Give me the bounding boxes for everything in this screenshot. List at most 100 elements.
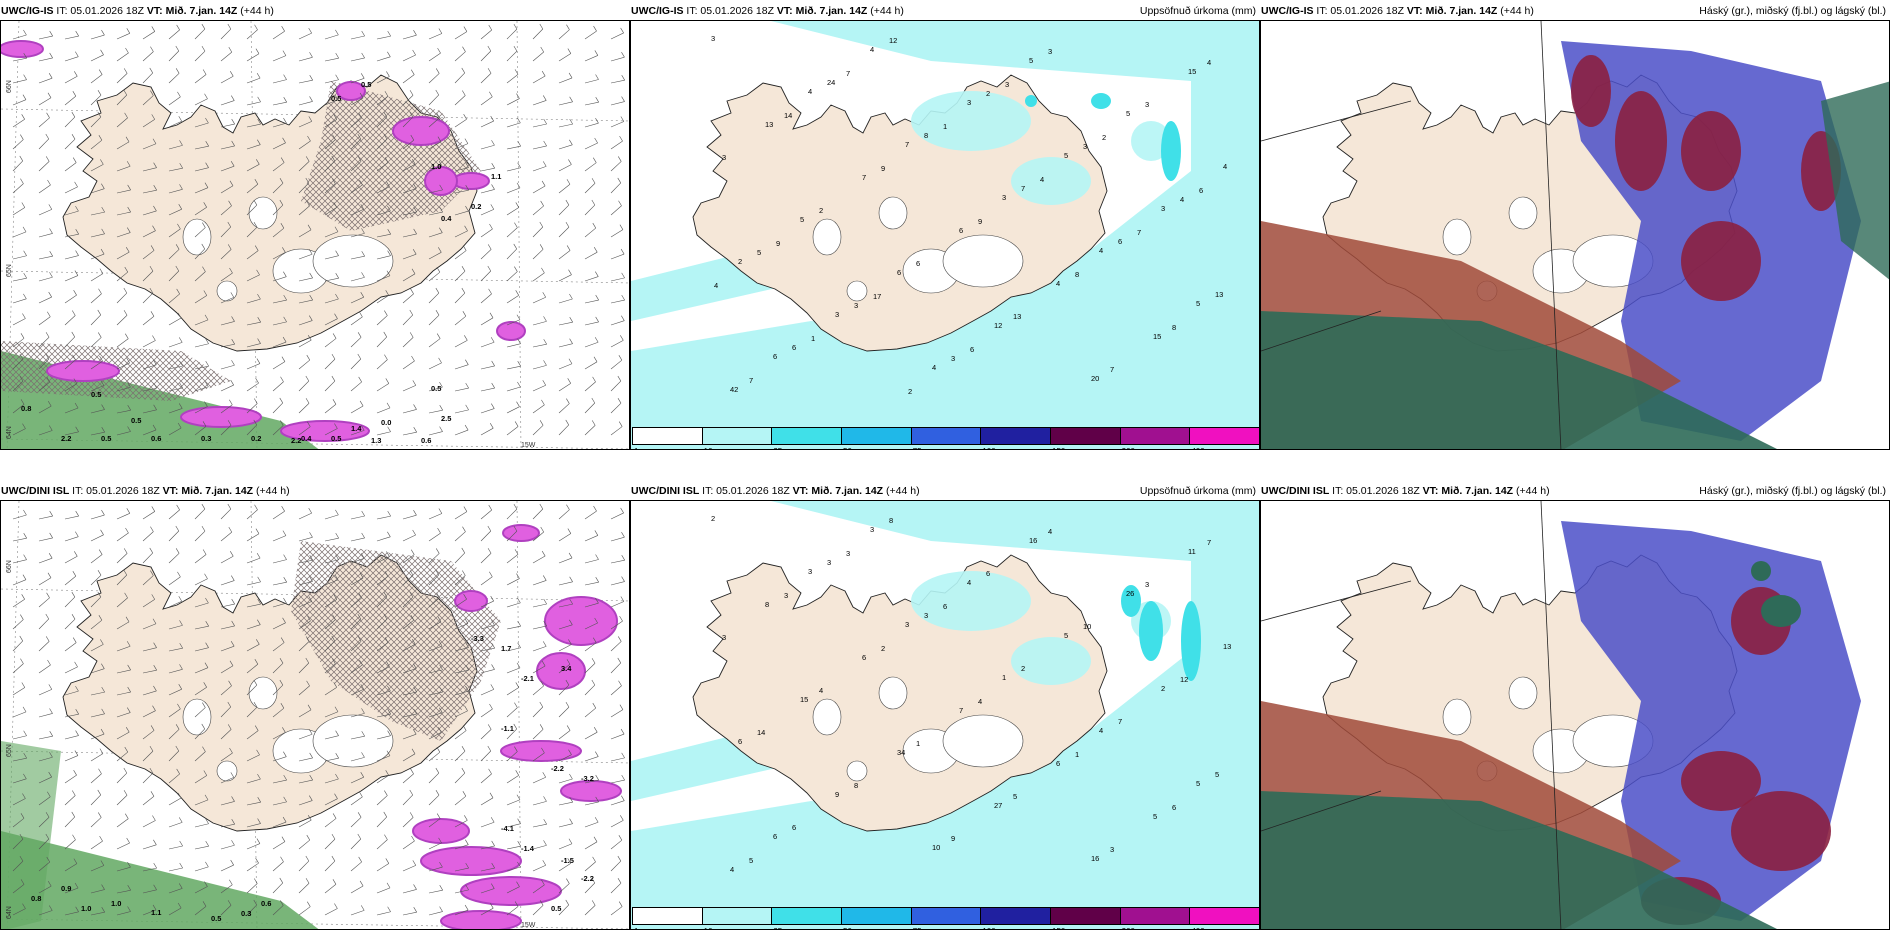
precip-value: 1 [1075,750,1079,759]
wind-barb [194,799,209,806]
map-precip[interactable]: 2 3 3 1 4 5 6 3 4 5 2 6 9 10 16 26 13 15 34 27 16 11 8 6 7 6 5 4 3 3 2… [630,500,1260,930]
wind-barb [194,122,209,128]
wind-barb [168,145,183,150]
wind-barb [376,359,388,370]
wind-barb [402,95,414,106]
wind-barb [90,409,105,414]
wind-barb [38,255,53,260]
wind-barb [64,816,75,828]
wind-barb [64,911,79,916]
precip-value: 3 [1161,204,1165,213]
precip-colorbar: 1 10 25 50 75 100 150 200 400 [632,907,1259,929]
map-wind-snow[interactable]: -3.3 1.7 -2.1 3.4 -1.1 -2.2 -3.2 -4.1 -1.4 -1.5 -2… [0,500,630,930]
wind-barb [220,905,232,916]
wind-barb [246,101,261,106]
wind-barb [194,554,207,564]
wind-barb [454,292,466,304]
wind-barb [610,733,625,740]
wind-barb [558,144,573,150]
wind-barb [272,684,284,696]
wind-barb [194,207,207,216]
wind-barb [90,314,101,326]
wind-barb [558,624,573,630]
wind-barb [298,56,313,62]
map-cloud[interactable] [1260,500,1890,930]
wind-barb [584,183,596,194]
wind-barb [298,121,312,128]
wind-barb [246,754,260,762]
snow-depth-label: -1.5 [561,856,574,865]
wind-barb [350,688,364,696]
wind-barb [142,167,157,172]
wind-barb [480,120,494,128]
colorbar-tick: 1 [634,927,638,929]
panel-subtitle: Háský (gr.), miðský (fj.bl.) og lágský (… [1699,5,1886,17]
wind-barb [194,906,207,916]
wind-barb [90,211,105,216]
map-cloud[interactable] [1260,20,1890,450]
panel-title: UWC/DINI ISL IT: 05.01.2026 18Z VT: Mið.… [631,485,920,497]
snow-area [500,740,582,762]
wind-barb [298,299,313,304]
wind-barb [64,887,79,894]
low-cloud-area [1261,791,1777,929]
wind-barb [376,713,391,718]
wind-barb [38,664,51,674]
snow-area [424,166,458,196]
wind-barb [116,532,129,542]
wind-barb [298,733,313,740]
wind-barb [558,509,570,520]
wind-barb [246,144,261,150]
wind-barb [246,226,258,238]
wind-barb [558,883,570,894]
wind-barb [64,294,77,304]
wind-barb [298,79,313,84]
wind-barb [194,167,209,172]
wind-barb [480,821,495,828]
wind-barb [38,97,52,106]
wind-barb [272,252,286,260]
precip-value: 13 [1013,312,1021,321]
wind-barb [272,30,285,40]
wind-barb [324,735,339,740]
wind-barb [64,359,76,370]
wind-barb [220,100,235,106]
glacier-area [312,714,394,768]
colorbar-cell [841,907,912,925]
map-precip[interactable]: 3 4 7 3 4 5 6 4 3 5 3 2 3 4 5 5 4 5 6 12 20 15 13 7 6 4 15 42 24 8 7 6 1… [630,20,1260,450]
wind-barb [38,276,53,282]
wind-barb [428,33,442,40]
wind-barb [142,143,157,150]
wind-barb [220,864,234,872]
wind-barb [168,907,182,916]
precip-value: 5 [757,248,761,257]
longitude-label: 15W [521,442,536,449]
wind-barb [12,818,25,828]
wind-barb [402,514,417,520]
wind-barb [558,557,573,564]
wind-barb [584,535,598,542]
wind-barb [142,796,155,806]
wind-barb [220,51,232,62]
wind-barb [298,426,311,436]
wind-barb [12,183,24,194]
wind-barb [454,364,469,370]
wind-barb [428,52,441,62]
map-wind-snow[interactable]: 0.5 0.5 1.0 1.1 0.2 0.4 0.8 0.5 2.2 0.5 0.5 0.6 0.3 0… [0,20,630,450]
wind-barb [116,818,129,828]
wind-barb [454,795,467,806]
wind-barb [350,713,365,718]
wind-barb [376,233,391,238]
wind-barb [220,165,235,172]
wind-barb [428,889,443,894]
wind-barb [532,166,547,172]
wind-barb [584,122,599,128]
wind-barb [402,54,416,62]
wind-barb [376,536,391,542]
glacier-area [942,714,1024,768]
wind-barb [532,752,545,762]
wind-barb [12,687,25,696]
wind-barb [142,820,156,828]
wind-barb [506,319,521,326]
wind-barb [402,314,413,326]
